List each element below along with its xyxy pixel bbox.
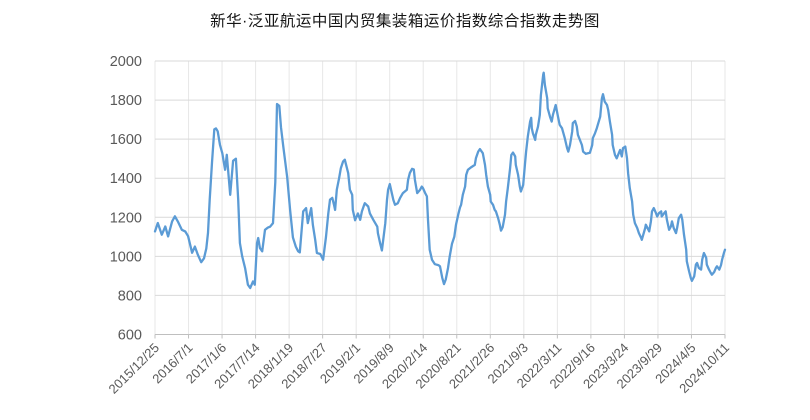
y-tick-label: 1200 <box>110 210 142 226</box>
y-tick-label: 1000 <box>110 249 142 265</box>
y-tick-label: 800 <box>118 288 142 304</box>
y-tick-label: 1400 <box>110 171 142 187</box>
y-tick-label: 1600 <box>110 132 142 148</box>
y-tick-label: 1800 <box>110 93 142 109</box>
x-tick-label: 2015/12/25 <box>105 340 162 397</box>
series-line-composite-index <box>153 71 727 290</box>
chart-title: 新华·泛亚航运中国内贸集装箱运价指数综合指数走势图 <box>210 13 600 30</box>
y-tick-label: 2000 <box>110 54 142 70</box>
y-tick-label: 600 <box>118 328 142 344</box>
